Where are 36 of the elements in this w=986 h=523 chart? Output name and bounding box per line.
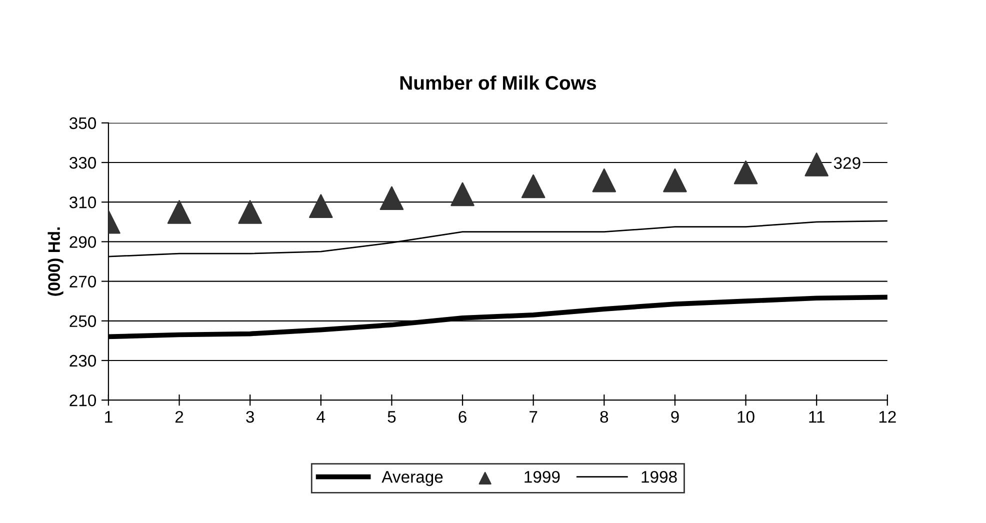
point [592,168,616,192]
y-axis-title: (000) Hd. [48,227,64,296]
x-tick-label: 5 [388,411,396,423]
x-tick-label: 9 [671,410,679,423]
chart-title: Number of Milk Cows [400,75,596,90]
point [663,168,687,192]
x-tick-label: 1 [105,411,112,423]
y-tick-label: 270 [70,276,96,288]
point [734,160,758,184]
point [167,200,192,224]
y-tick-label: 230 [70,354,96,367]
point [521,174,546,198]
y-tick-label: 330 [69,156,96,169]
y-tick-label: 290 [70,236,96,248]
legend-label: 1999 [524,470,560,483]
legend-label: Average [382,471,443,486]
y-tick-label: 210 [70,394,96,406]
x-tick-label: 10 [738,410,754,423]
x-tick-label: 6 [458,410,466,423]
x-tick-label: 2 [175,410,184,423]
x-tick-label: 11 [809,411,824,423]
point [380,186,404,210]
point [309,194,333,218]
point [450,182,474,206]
y-tick-label: 310 [69,196,96,208]
x-tick-label: 8 [600,410,608,423]
point [238,200,262,224]
y-tick-label: 250 [70,315,96,328]
x-tick-label: 7 [530,411,538,423]
legend-label: 1998 [642,470,677,483]
data-label: 329 [834,157,860,169]
point [804,152,828,176]
y-tick-label: 350 [69,117,96,130]
x-tick-label: 4 [316,411,326,423]
x-tick-label: 12 [879,410,896,423]
x-tick-label: 3 [246,410,254,423]
